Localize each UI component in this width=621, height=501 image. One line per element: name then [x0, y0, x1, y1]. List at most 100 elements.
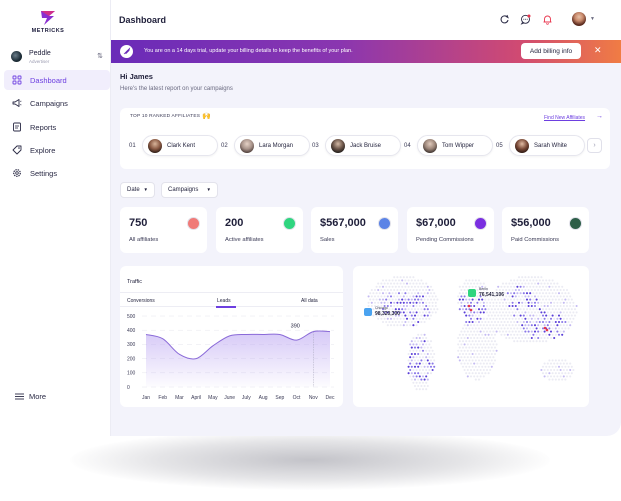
user-avatar[interactable]	[572, 12, 586, 26]
sidebar-item-reports[interactable]: Reports	[4, 117, 110, 137]
chat-icon[interactable]	[520, 14, 531, 25]
map-dot	[423, 352, 426, 356]
map-dot	[425, 381, 428, 384]
affiliates-title: TOP 10 RANKED AFFILIATES	[130, 114, 201, 119]
map-dot	[551, 279, 554, 282]
affiliate-rank: 03	[312, 143, 319, 149]
map-dot	[463, 295, 466, 298]
map-dot	[482, 311, 485, 314]
map-dot	[386, 295, 389, 298]
map-dot	[409, 282, 412, 285]
stat-card-paid-commissions[interactable]: $56,000 Paid Commissions	[502, 207, 589, 253]
map-dot	[514, 282, 517, 285]
map-dot	[425, 336, 428, 340]
find-new-affiliates-link[interactable]: Find New Affiliates	[544, 115, 586, 121]
sidebar-item-settings[interactable]: Settings	[4, 163, 110, 183]
map-dot	[482, 368, 485, 372]
map-dot	[543, 317, 546, 320]
map-dot	[389, 295, 393, 298]
sidebar-item-dashboard[interactable]: Dashboard	[4, 70, 110, 90]
map-dot	[573, 314, 577, 317]
map-dot	[572, 368, 575, 372]
x-tick-label: Feb	[158, 395, 167, 401]
map-dot	[527, 324, 530, 327]
map-dot	[489, 324, 492, 327]
map-dot	[460, 301, 463, 304]
refresh-icon[interactable]	[499, 14, 510, 25]
map-dot	[401, 314, 404, 317]
world-map[interactable]	[353, 266, 589, 407]
sidebar-item-campaigns[interactable]: Campaigns	[4, 93, 110, 113]
map-dot	[570, 372, 573, 375]
arrow-right-icon[interactable]: →	[596, 113, 603, 120]
map-dot	[545, 314, 548, 317]
map-dot	[487, 308, 490, 311]
close-icon[interactable]: ✕	[594, 45, 602, 55]
map-dot	[468, 333, 471, 336]
add-billing-button[interactable]: Add billing info	[521, 43, 581, 59]
map-dot	[477, 327, 481, 330]
chevron-right-icon[interactable]: ›	[587, 138, 602, 153]
map-dot	[413, 365, 417, 368]
map-dot	[556, 295, 559, 298]
affiliate-chip[interactable]: Clark Kent	[142, 135, 218, 156]
date-filter[interactable]: Date ▼	[120, 182, 155, 198]
tab-leads[interactable]: Leads	[217, 298, 231, 304]
campaigns-filter[interactable]: Campaigns ▼	[161, 182, 218, 198]
brand-logo[interactable]: METRICKS	[28, 10, 68, 34]
map-dot	[530, 295, 533, 298]
map-dot	[492, 356, 495, 359]
map-dot	[497, 327, 500, 330]
stat-card-pending-commissions[interactable]: $67,000 Pending Commissions	[407, 207, 494, 253]
stat-card-all-affiliates[interactable]: 750 All affiliates	[120, 207, 207, 253]
map-dot	[394, 320, 397, 324]
map-dot	[508, 324, 511, 327]
map-dot	[380, 304, 383, 308]
map-dot	[569, 311, 572, 314]
map-dot	[463, 368, 466, 372]
affiliate-chip[interactable]: Tom Wipper	[417, 135, 493, 156]
map-dot	[466, 282, 469, 285]
map-dot	[394, 298, 397, 301]
map-dot	[423, 333, 426, 336]
map-dot	[389, 304, 393, 308]
affiliate-chip[interactable]: Lara Morgan	[234, 135, 310, 156]
map-dot	[466, 330, 469, 333]
affiliate-chip[interactable]: Jack Bruise	[325, 135, 401, 156]
stat-card-sales[interactable]: $567,000 Sales	[311, 207, 398, 253]
map-dot	[490, 314, 493, 317]
map-dot	[413, 340, 417, 343]
map-dot	[505, 295, 508, 298]
map-dot	[498, 301, 501, 304]
tab-all-data[interactable]: All data	[301, 298, 318, 304]
map-dot	[484, 327, 487, 330]
more-label: More	[29, 392, 47, 401]
map-dot	[381, 285, 385, 288]
tab-conversions[interactable]: Conversions	[127, 298, 155, 304]
map-dot	[511, 301, 514, 304]
map-dot	[420, 372, 423, 375]
map-dot	[407, 314, 410, 317]
map-dot	[535, 285, 538, 288]
account-switcher[interactable]: Peddle Advertiser ⇅	[11, 50, 105, 66]
map-dot	[487, 359, 490, 362]
tooltip-value: 76,541,106	[479, 292, 505, 298]
bell-icon[interactable]	[542, 14, 553, 25]
stat-card-active-affiliates[interactable]: 200 Active affiliates	[216, 207, 303, 253]
map-dot	[482, 317, 485, 320]
map-dot	[426, 298, 429, 301]
map-dot	[410, 320, 413, 324]
map-dot	[538, 285, 541, 288]
map-dot	[551, 314, 554, 317]
map-dot	[493, 308, 497, 311]
affiliate-chip[interactable]: Sarah White	[509, 135, 585, 156]
sidebar-item-explore[interactable]: Explore	[4, 140, 110, 160]
switch-arrows-icon[interactable]: ⇅	[97, 53, 103, 60]
map-dot	[519, 308, 522, 311]
chevron-down-icon[interactable]: ▼	[590, 16, 595, 22]
map-dot	[482, 282, 485, 285]
map-dot	[517, 282, 521, 285]
map-dot	[474, 378, 477, 381]
map-dot	[509, 285, 513, 288]
map-dot	[541, 372, 545, 375]
